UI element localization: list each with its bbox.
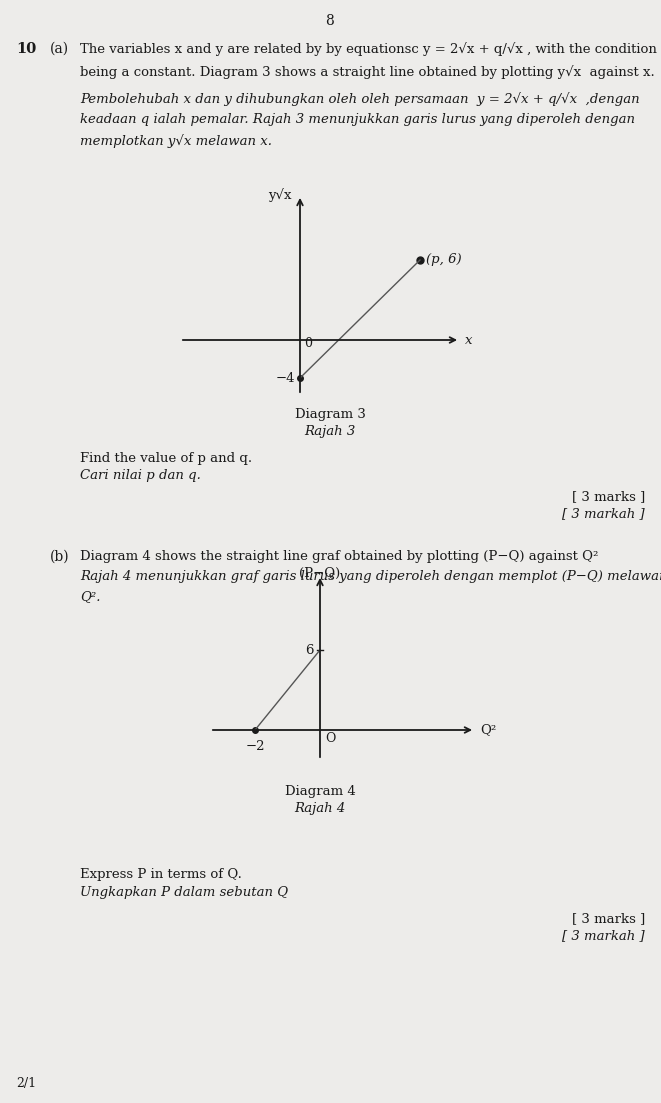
Text: memplotkan y√x melawan x.: memplotkan y√x melawan x. [80, 133, 272, 148]
Text: Express P in terms of Q.: Express P in terms of Q. [80, 868, 242, 881]
Text: [ 3 marks ]: [ 3 marks ] [572, 912, 645, 925]
Text: 6: 6 [305, 643, 314, 656]
Text: x: x [465, 333, 473, 346]
Text: (a): (a) [50, 42, 69, 56]
Text: Rajah 3: Rajah 3 [304, 425, 356, 438]
Text: Q²: Q² [480, 724, 496, 737]
Text: (P−Q): (P−Q) [299, 567, 340, 580]
Text: −4: −4 [276, 372, 295, 385]
Text: Diagram 4 shows the straight line graf obtained by plotting (P−Q) against Q²: Diagram 4 shows the straight line graf o… [80, 550, 598, 563]
Text: Ungkapkan P dalam sebutan Q: Ungkapkan P dalam sebutan Q [80, 886, 288, 899]
Text: Rajah 4 menunjukkan graf garis lurus yang diperoleh dengan memplot (P−Q) melawan: Rajah 4 menunjukkan graf garis lurus yan… [80, 570, 661, 583]
Text: keadaan q ialah pemalar. Rajah 3 menunjukkan garis lurus yang diperoleh dengan: keadaan q ialah pemalar. Rajah 3 menunju… [80, 113, 635, 126]
Text: O: O [325, 732, 335, 745]
Text: being a constant. Diagram 3 shows a straight line obtained by plotting y√x  agai: being a constant. Diagram 3 shows a stra… [80, 65, 655, 78]
Text: (p, 6): (p, 6) [426, 254, 461, 267]
Text: Pembolehubah x dan y dihubungkan oleh oleh persamaan  y = 2√x + q/√x  ,dengan: Pembolehubah x dan y dihubungkan oleh ol… [80, 92, 640, 106]
Text: Diagram 3: Diagram 3 [295, 408, 366, 421]
Text: Find the value of p and q.: Find the value of p and q. [80, 452, 252, 465]
Text: 8: 8 [326, 14, 334, 28]
Text: Cari nilai p dan q.: Cari nilai p dan q. [80, 469, 201, 482]
Text: (b): (b) [50, 550, 69, 564]
Text: 0: 0 [304, 338, 312, 350]
Text: The variables x and y are related by by equationsc y = 2√x + q/√x , with the con: The variables x and y are related by by … [80, 42, 661, 56]
Text: [ 3 marks ]: [ 3 marks ] [572, 490, 645, 503]
Text: [ 3 markah ]: [ 3 markah ] [563, 929, 645, 942]
Text: Q².: Q². [80, 590, 100, 603]
Text: [ 3 markah ]: [ 3 markah ] [563, 507, 645, 520]
Text: Rajah 4: Rajah 4 [294, 802, 346, 815]
Text: Diagram 4: Diagram 4 [285, 785, 356, 797]
Text: 2/1: 2/1 [16, 1077, 36, 1090]
Text: 10: 10 [16, 42, 36, 56]
Text: −2: −2 [245, 740, 265, 753]
Text: y√x: y√x [268, 188, 292, 202]
